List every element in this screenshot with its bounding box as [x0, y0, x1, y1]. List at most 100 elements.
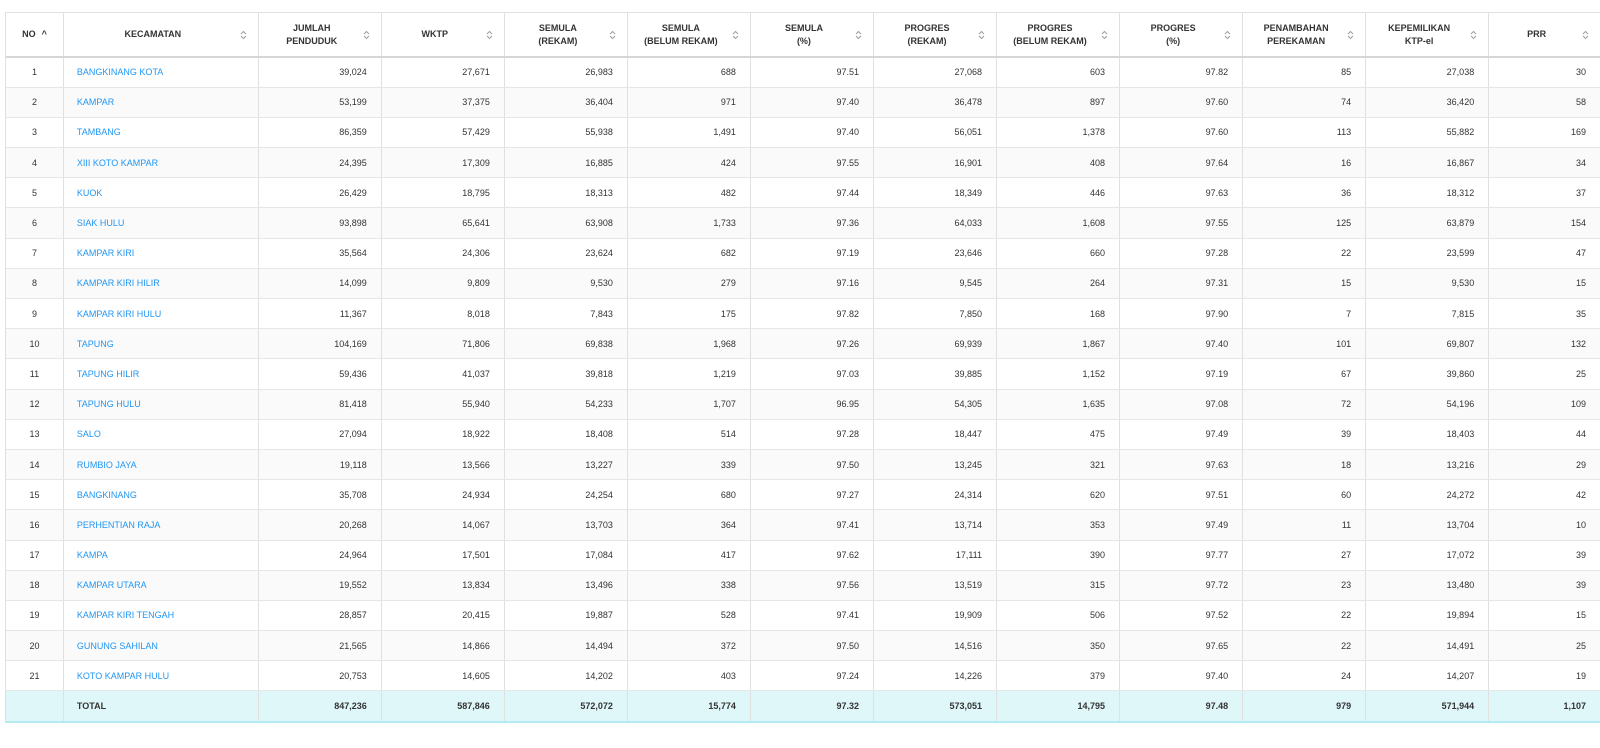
kecamatan-link[interactable]: KUOK	[63, 177, 259, 209]
cell-kepemilikan-ktp-el: 36,420	[1365, 87, 1490, 118]
column-header-progres-persen[interactable]: PROGRES (%)	[1119, 13, 1244, 58]
kecamatan-link[interactable]: BANGKINANG	[63, 479, 259, 511]
kecamatan-link[interactable]: TAPUNG	[63, 328, 259, 360]
sort-toggle-icon[interactable]	[486, 30, 494, 40]
cell-progres-persen: 97.63	[1119, 449, 1244, 481]
cell-semula-persen: 97.19	[750, 238, 874, 269]
column-header-sublabel: (%)	[796, 35, 811, 46]
cell-penambahan-perekaman: 22	[1242, 238, 1367, 269]
cell-prr: 25	[1488, 358, 1600, 390]
cell-progres-rekam: 13,714	[873, 509, 998, 541]
kecamatan-link[interactable]: KAMPAR KIRI HULU	[63, 298, 259, 330]
cell-wktp: 71,806	[381, 328, 505, 360]
kecamatan-link[interactable]: XIII KOTO KAMPAR	[63, 147, 259, 179]
cell-semula-rekam: 13,227	[504, 449, 628, 481]
cell-progres-persen: 97.64	[1119, 147, 1244, 179]
cell-kepemilikan-ktp-el: 19,894	[1365, 600, 1490, 632]
kecamatan-link[interactable]: KAMPAR	[63, 87, 259, 118]
column-header-label: JUMLAH	[293, 22, 331, 33]
kecamatan-link[interactable]: KAMPAR KIRI TENGAH	[63, 600, 259, 632]
column-header-label: PROGRES	[1150, 22, 1196, 33]
cell-penambahan-perekaman: 113	[1242, 117, 1367, 149]
cell-kepemilikan-ktp-el: 27,038	[1365, 57, 1490, 88]
kecamatan-link[interactable]: TAMBANG	[63, 117, 259, 149]
cell-semula-belum-rekam: 1,491	[627, 117, 751, 149]
column-header-no[interactable]: NO ^	[6, 13, 64, 58]
cell-semula-persen: 97.51	[750, 57, 874, 88]
cell-jumlah-penduduk: 93,898	[258, 207, 382, 239]
sort-toggle-icon[interactable]	[1224, 30, 1232, 40]
cell-wktp: 18,795	[381, 177, 505, 209]
column-header-wktp[interactable]: WKTP	[381, 13, 505, 58]
sort-ascending-icon[interactable]: ^	[41, 29, 47, 39]
column-header-semula-persen[interactable]: SEMULA (%)	[750, 13, 874, 58]
cell-progres-belum-rekam: 350	[996, 630, 1121, 662]
table-row: 10 TAPUNG 104,169 71,806 69,838 1,968 97.26 69,…	[6, 328, 1600, 360]
column-header-semula-belum-rekam[interactable]: SEMULA (BELUM REKAM)	[627, 13, 751, 58]
cell-prr: 39	[1488, 570, 1600, 601]
cell-no: 10	[6, 328, 64, 360]
cell-jumlah-penduduk: 11,367	[258, 298, 382, 330]
kecamatan-link[interactable]: RUMBIO JAYA	[63, 449, 259, 481]
cell-progres-belum-rekam: 390	[996, 540, 1121, 571]
sort-toggle-icon[interactable]	[1101, 30, 1109, 40]
cell-progres-persen: 97.08	[1119, 389, 1244, 420]
sort-toggle-icon[interactable]	[978, 30, 986, 40]
cell-wktp: 14,866	[381, 630, 505, 662]
cell-progres-rekam: 17,111	[873, 540, 998, 571]
column-header-sublabel: (%)	[1166, 35, 1181, 46]
column-header-penambahan-perekaman[interactable]: PENAMBAHAN PEREKAMAN	[1242, 13, 1367, 58]
cell-jumlah-penduduk: 81,418	[258, 389, 382, 420]
cell-prr: 132	[1488, 328, 1600, 360]
sort-toggle-icon[interactable]	[855, 30, 863, 40]
cell-progres-persen: 97.90	[1119, 298, 1244, 330]
sort-toggle-icon[interactable]	[240, 30, 248, 40]
kecamatan-link[interactable]: BANGKINANG KOTA	[63, 57, 259, 88]
kecamatan-link[interactable]: KAMPAR KIRI HILIR	[63, 268, 259, 300]
column-header-progres-belum-rekam[interactable]: PROGRES (BELUM REKAM)	[996, 13, 1121, 58]
cell-progres-belum-rekam: 168	[996, 298, 1121, 330]
table-row: 6 SIAK HULU 93,898 65,641 63,908 1,733 97.36 64…	[6, 207, 1600, 239]
cell-progres-persen: 97.82	[1119, 57, 1244, 88]
kecamatan-link[interactable]: PERHENTIAN RAJA	[63, 509, 259, 541]
kecamatan-link[interactable]: GUNUNG SAHILAN	[63, 630, 259, 662]
cell-no: 3	[6, 117, 64, 149]
sort-toggle-icon[interactable]	[609, 30, 617, 40]
kecamatan-link[interactable]: KAMPA	[63, 540, 259, 571]
cell-no: 15	[6, 479, 64, 511]
kecamatan-link[interactable]: TAPUNG HILIR	[63, 358, 259, 390]
sort-toggle-icon[interactable]	[732, 30, 740, 40]
sort-toggle-icon[interactable]	[1470, 30, 1478, 40]
sort-toggle-icon[interactable]	[363, 30, 371, 40]
column-header-jumlah-penduduk[interactable]: JUMLAH PENDUDUK	[258, 13, 382, 58]
cell-kepemilikan-ktp-el: 7,815	[1365, 298, 1490, 330]
column-header-prr[interactable]: PRR	[1488, 13, 1600, 58]
kecamatan-link[interactable]: KAMPAR KIRI	[63, 238, 259, 269]
cell-semula-persen: 97.40	[750, 87, 874, 118]
data-table-container: NO ^ KECAMATAN JUMLAH PENDUDUK WKTP SEMULA (REK…	[5, 12, 1600, 723]
cell-semula-belum-rekam: 680	[627, 479, 751, 511]
cell-progres-rekam: 24,314	[873, 479, 998, 511]
column-header-semula-rekam[interactable]: SEMULA (REKAM)	[504, 13, 628, 58]
column-header-kecamatan[interactable]: KECAMATAN	[63, 13, 259, 58]
kecamatan-link[interactable]: TAPUNG HULU	[63, 389, 259, 420]
cell-semula-rekam: 55,938	[504, 117, 628, 149]
cell-penambahan-perekaman: 23	[1242, 570, 1367, 601]
cell-wktp: 14,605	[381, 660, 505, 692]
column-header-sublabel: (BELUM REKAM)	[1013, 35, 1087, 46]
sort-toggle-icon[interactable]	[1582, 30, 1590, 40]
kecamatan-link[interactable]: KOTO KAMPAR HULU	[63, 660, 259, 692]
cell-penambahan-perekaman: 74	[1242, 87, 1367, 118]
column-header-kepemilikan-ktp-el[interactable]: KEPEMILIKAN KTP-el	[1365, 13, 1490, 58]
cell-semula-rekam: 14,494	[504, 630, 628, 662]
column-header-progres-rekam[interactable]: PROGRES (REKAM)	[873, 13, 998, 58]
kecamatan-link[interactable]: SALO	[63, 419, 259, 450]
sort-toggle-icon[interactable]	[1347, 30, 1355, 40]
cell-jumlah-penduduk: 86,359	[258, 117, 382, 149]
cell-semula-belum-rekam: 372	[627, 630, 751, 662]
kecamatan-link[interactable]: KAMPAR UTARA	[63, 570, 259, 601]
kecamatan-link[interactable]: SIAK HULU	[63, 207, 259, 239]
cell-semula-persen: 97.55	[750, 147, 874, 179]
cell-no: 20	[6, 630, 64, 662]
cell-semula-persen: 97.24	[750, 660, 874, 692]
